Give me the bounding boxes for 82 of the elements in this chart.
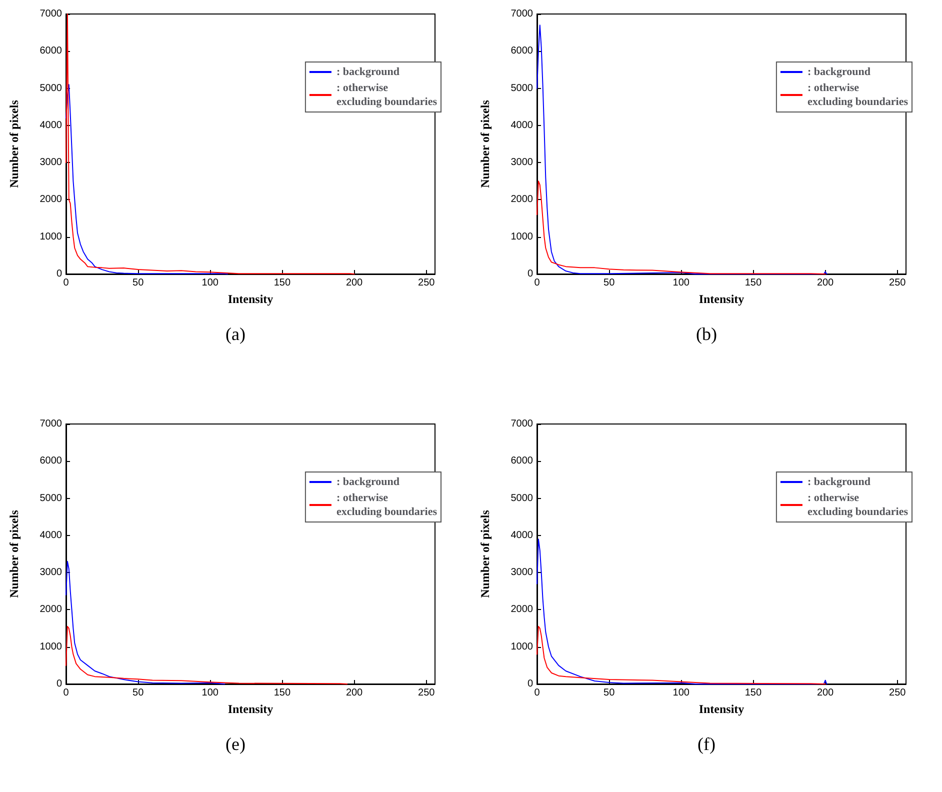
legend-label: : background (336, 476, 400, 488)
y-tick-label: 0 (56, 678, 62, 690)
x-tick-label: 200 (816, 688, 834, 698)
x-axis-title: Intensity (698, 292, 744, 306)
y-tick-label: 1000 (40, 231, 62, 242)
x-axis-title: Intensity (228, 702, 274, 716)
y-tick-label: 4000 (40, 120, 62, 131)
legend-label: : background (807, 476, 871, 488)
y-tick-label: 2000 (40, 604, 62, 616)
y-tick-label: 5000 (40, 492, 62, 504)
y-axis-title: Number of pixels (7, 100, 21, 188)
x-tick-label: 150 (274, 688, 291, 698)
legend-label: : otherwise excluding boundaries (807, 82, 909, 108)
legend-label: : background (807, 66, 871, 78)
x-axis-title: Intensity (698, 702, 744, 716)
text: (a) (226, 324, 246, 344)
y-tick-label: 2000 (40, 194, 62, 206)
x-tick-label: 50 (132, 278, 144, 288)
text: (b) (696, 324, 718, 344)
y-tick-label: 3000 (40, 567, 62, 578)
y-tick-label: 7000 (40, 8, 62, 20)
line-series (66, 626, 348, 684)
y-tick-label: 3000 (510, 567, 534, 578)
x-tick-label: 50 (604, 688, 616, 698)
y-tick-label: 6000 (510, 456, 534, 467)
y-tick-label: 3000 (510, 157, 534, 168)
legend-label: : otherwise excluding boundaries (336, 492, 438, 518)
y-tick-label: 1000 (40, 641, 62, 652)
text: (e) (226, 734, 246, 754)
x-tick-label: 100 (202, 688, 219, 698)
x-axis-title: Intensity (228, 292, 274, 306)
y-tick-label: 0 (527, 268, 534, 280)
legend-label: : otherwise excluding boundaries (807, 492, 909, 518)
x-tick-label: 250 (418, 688, 436, 698)
y-tick-label: 6000 (40, 46, 62, 57)
x-tick-label: 0 (534, 688, 540, 698)
x-tick-label: 0 (63, 278, 70, 288)
y-axis-title: Number of pixels (7, 510, 21, 598)
y-tick-label: 3000 (40, 157, 62, 168)
y-tick-label: 1000 (510, 641, 534, 652)
line-series (536, 626, 826, 684)
x-tick-label: 150 (744, 278, 762, 288)
text: (f) (698, 734, 716, 754)
x-tick-label: 200 (816, 278, 834, 288)
y-tick-label: 2000 (510, 194, 534, 206)
y-tick-label: 4000 (510, 120, 534, 131)
y-tick-label: 0 (56, 268, 62, 280)
x-tick-label: 250 (418, 278, 436, 288)
y-tick-label: 5000 (510, 492, 534, 504)
y-tick-label: 7000 (510, 418, 534, 430)
y-tick-label: 5000 (40, 82, 62, 94)
x-tick-label: 200 (346, 278, 364, 288)
y-axis-title: Number of pixels (478, 510, 492, 598)
x-tick-label: 200 (346, 688, 364, 698)
x-tick-label: 100 (672, 688, 690, 698)
x-tick-label: 0 (534, 278, 540, 288)
x-tick-label: 100 (202, 278, 219, 288)
y-tick-label: 7000 (40, 418, 62, 430)
y-tick-label: 4000 (510, 530, 534, 541)
y-tick-label: 5000 (510, 82, 534, 94)
y-axis-title: Number of pixels (478, 100, 492, 188)
x-tick-label: 150 (274, 278, 291, 288)
y-tick-label: 1000 (510, 231, 534, 242)
x-tick-label: 150 (744, 688, 762, 698)
x-tick-label: 250 (889, 688, 906, 698)
x-tick-label: 50 (132, 688, 144, 698)
y-tick-label: 4000 (40, 530, 62, 541)
y-tick-label: 2000 (510, 604, 534, 616)
y-tick-label: 6000 (40, 456, 62, 467)
x-tick-label: 250 (889, 278, 906, 288)
x-tick-label: 50 (604, 278, 616, 288)
line-series (536, 180, 826, 274)
legend-label: : background (336, 66, 400, 78)
y-tick-label: 7000 (510, 8, 534, 20)
x-tick-label: 0 (63, 688, 70, 698)
y-tick-label: 0 (527, 678, 534, 690)
line-series (536, 538, 828, 684)
y-tick-label: 6000 (510, 46, 534, 57)
x-tick-label: 100 (672, 278, 690, 288)
line-series (66, 560, 226, 684)
line-series (66, 84, 228, 274)
legend-label: : otherwise excluding boundaries (336, 82, 438, 108)
